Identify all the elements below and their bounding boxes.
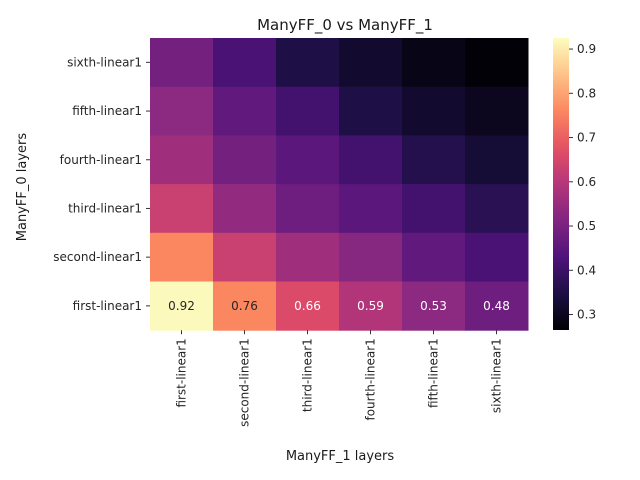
heatmap-cell: [150, 184, 214, 234]
y-tick-label: fourth-linear1: [60, 153, 142, 167]
cell-annotation: 0.48: [483, 299, 510, 313]
heatmap-cell: [339, 38, 403, 88]
heatmap-cell: [276, 86, 340, 136]
heatmap-cell: [150, 281, 214, 331]
x-tick-label: sixth-linear1: [490, 338, 504, 413]
heatmap-cell: [339, 184, 403, 234]
cell-annotation: 0.92: [168, 299, 195, 313]
heatmap-cell: [150, 86, 214, 136]
y-tick-label: fifth-linear1: [72, 104, 142, 118]
y-tick-label: second-linear1: [53, 250, 142, 264]
colorbar-tick-label: 0.6: [577, 175, 596, 189]
x-axis-title: ManyFF_1 layers: [286, 449, 395, 464]
heatmap-cell: [150, 38, 214, 88]
heatmap-cell: [276, 184, 340, 234]
cell-annotation: 0.76: [231, 299, 258, 313]
heatmap-cell: [213, 86, 277, 136]
heatmap-cell: [150, 135, 214, 185]
heatmap-cell: [402, 86, 466, 136]
colorbar-tick-label: 0.8: [577, 86, 596, 100]
heatmap-cell: [276, 281, 340, 331]
heatmap-cell: [465, 232, 529, 282]
heatmap-cell: [465, 281, 529, 331]
y-axis-ticks: sixth-linear1 fifth-linear1 fourth-linear1…: [53, 55, 150, 313]
x-tick-label: third-linear1: [301, 338, 315, 412]
x-tick-label: second-linear1: [238, 338, 252, 427]
heatmap-cell: [465, 38, 529, 88]
heatmap-cell: [276, 38, 340, 88]
heatmap-cell: [402, 232, 466, 282]
heatmap-cell: [213, 232, 277, 282]
heatmap-cell: [276, 135, 340, 185]
heatmap-cell: [213, 184, 277, 234]
cell-annotations: 0.92 0.76 0.66 0.59 0.53 0.48: [168, 299, 510, 313]
heatmap-cell: [339, 232, 403, 282]
x-tick-label: fourth-linear1: [364, 338, 378, 420]
heatmap-cell: [213, 281, 277, 331]
cell-annotation: 0.59: [357, 299, 384, 313]
x-tick-label: fifth-linear1: [427, 338, 441, 408]
colorbar-tick-label: 0.5: [577, 219, 596, 233]
heatmap-cell: [465, 135, 529, 185]
heatmap-cell: [402, 135, 466, 185]
heatmap-cell: [465, 86, 529, 136]
colorbar: [553, 38, 569, 330]
y-tick-label: first-linear1: [73, 299, 142, 313]
heatmap-cell: [339, 281, 403, 331]
colorbar-tick-label: 0.9: [577, 42, 596, 56]
colorbar-tick-label: 0.3: [577, 308, 596, 322]
chart-title: ManyFF_0 vs ManyFF_1: [257, 16, 433, 35]
heatmap-cell: [402, 38, 466, 88]
y-tick-label: sixth-linear1: [67, 55, 142, 69]
cell-annotation: 0.66: [294, 299, 321, 313]
y-axis-title: ManyFF_0 layers: [15, 133, 30, 242]
heatmap-cells: [150, 38, 529, 331]
colorbar-ticks: 0.3 0.4 0.5 0.6 0.7 0.8 0.9: [569, 42, 596, 322]
y-tick-label: third-linear1: [68, 201, 142, 215]
x-axis-ticks: first-linear1 second-linear1 third-linear1…: [175, 330, 504, 427]
heatmap-cell: [339, 135, 403, 185]
heatmap-cell: [213, 38, 277, 88]
colorbar-tick-label: 0.7: [577, 131, 596, 145]
colorbar-tick-label: 0.4: [577, 263, 596, 277]
heatmap-cell: [465, 184, 529, 234]
heatmap-cell: [339, 86, 403, 136]
heatmap-cell: [402, 184, 466, 234]
heatmap-cell: [213, 135, 277, 185]
x-tick-label: first-linear1: [175, 338, 189, 407]
heatmap-cell: [402, 281, 466, 331]
heatmap-cell: [276, 232, 340, 282]
cell-annotation: 0.53: [420, 299, 447, 313]
heatmap-cell: [150, 232, 214, 282]
